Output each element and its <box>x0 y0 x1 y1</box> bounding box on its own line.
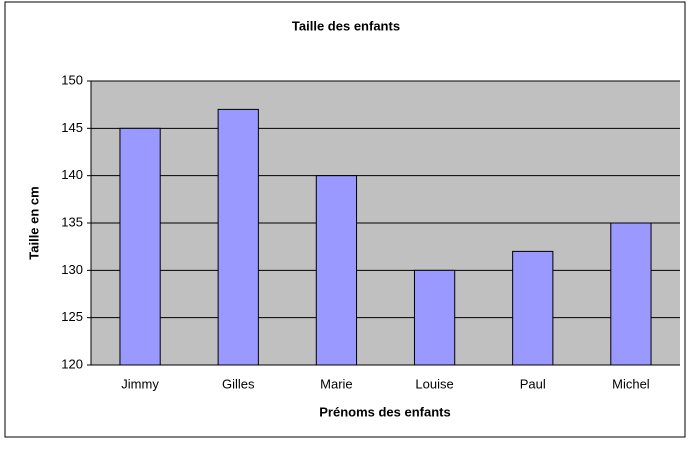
x-tick-label: Marie <box>320 376 353 391</box>
y-tick-label: 120 <box>61 356 83 371</box>
bar <box>217 108 259 366</box>
x-axis-label: Prénoms des enfants <box>319 404 451 419</box>
bar <box>119 127 161 366</box>
x-tick-label: Michel <box>612 376 650 391</box>
y-tick-label: 140 <box>61 167 83 182</box>
bar <box>413 269 456 366</box>
bar <box>610 222 652 366</box>
y-tick-label: 150 <box>61 72 83 87</box>
y-tick-label: 145 <box>61 120 83 135</box>
y-tick-label: 135 <box>61 214 83 229</box>
y-tick-label: 125 <box>61 309 83 324</box>
x-tick-label: Louise <box>415 376 453 391</box>
bar <box>512 250 554 366</box>
bar <box>315 175 358 366</box>
y-axis-label: Taille en cm <box>26 186 41 259</box>
x-tick-label: Jimmy <box>121 376 159 391</box>
y-tick-label: 130 <box>61 262 83 277</box>
x-tick-label: Gilles <box>222 376 255 391</box>
x-tick-label: Paul <box>520 376 546 391</box>
chart-title: Taille des enfants <box>292 18 400 33</box>
